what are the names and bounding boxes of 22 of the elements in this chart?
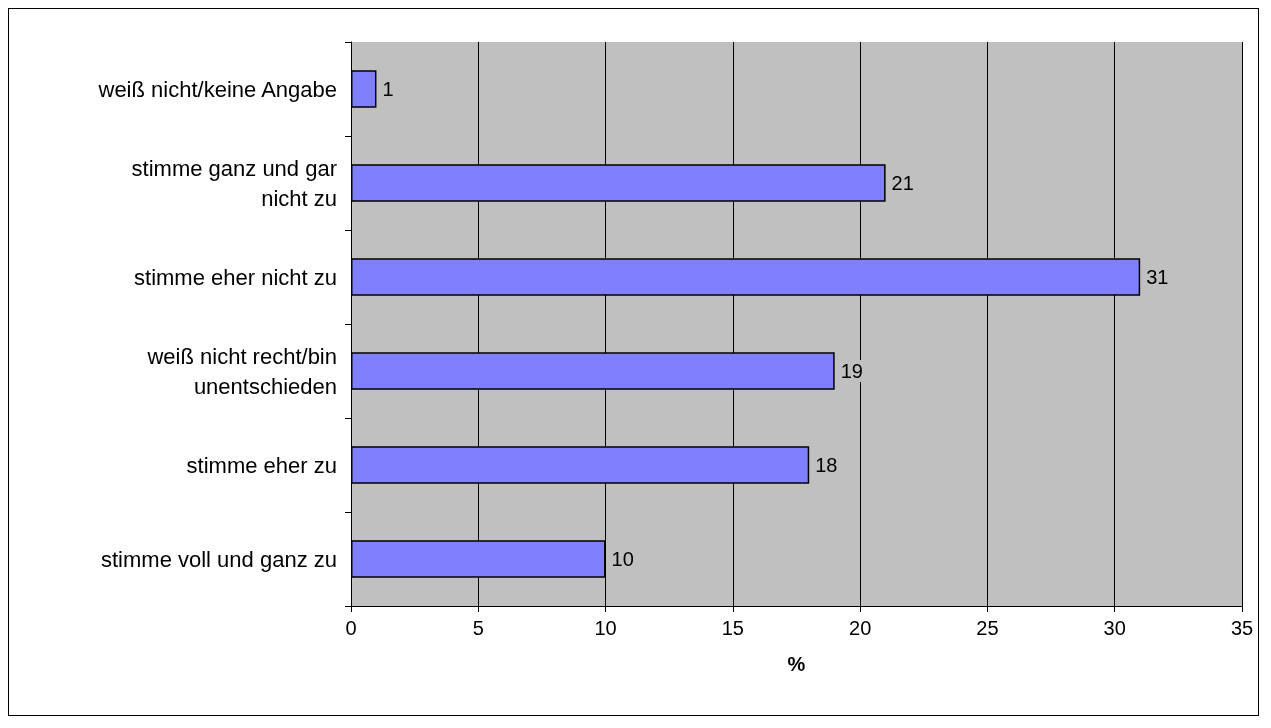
x-tick-label: 10 bbox=[594, 617, 617, 639]
data-label: 18 bbox=[815, 454, 838, 476]
data-label: 19 bbox=[840, 360, 863, 382]
x-tick-label: 15 bbox=[721, 617, 744, 639]
x-tick-label: 35 bbox=[1230, 617, 1254, 639]
data-label: 1 bbox=[382, 78, 394, 100]
y-tick-label: stimme eher zu bbox=[186, 452, 337, 478]
x-tick-label: 0 bbox=[345, 617, 357, 639]
y-tick-label: stimme eher nicht zu bbox=[134, 264, 337, 290]
x-axis-title: % bbox=[787, 653, 806, 675]
y-tick-label: weiß nicht/keine Angabe bbox=[97, 76, 337, 102]
x-tick-label: 25 bbox=[976, 617, 999, 639]
data-label: 21 bbox=[891, 172, 914, 194]
y-tick-label: stimme voll und ganz zu bbox=[101, 546, 337, 572]
y-tick-label: weiß nicht recht/bin unentschieden bbox=[146, 343, 337, 399]
x-tick-label: 5 bbox=[472, 617, 484, 639]
x-tick-label: 20 bbox=[849, 617, 872, 639]
x-tick-label: 30 bbox=[1103, 617, 1126, 639]
y-tick-label: stimme ganz und gar nicht zu bbox=[131, 155, 337, 211]
data-label: 10 bbox=[611, 548, 634, 570]
data-label: 31 bbox=[1146, 266, 1169, 288]
bar bbox=[351, 70, 377, 108]
